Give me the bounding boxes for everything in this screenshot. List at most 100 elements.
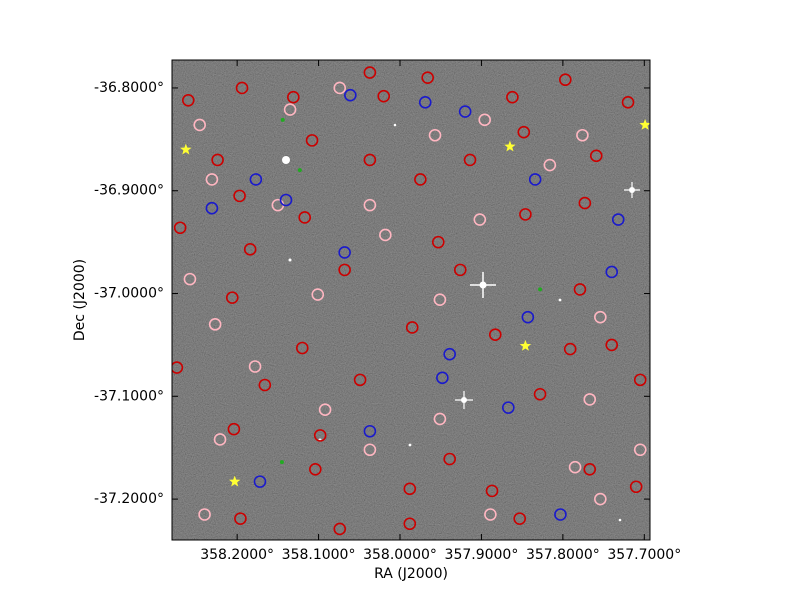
star-marker <box>519 339 532 351</box>
y-tick-label: -37.2000° <box>94 491 164 507</box>
y-tick-label: -37.0000° <box>94 286 164 302</box>
source-marker <box>198 508 211 521</box>
source-marker <box>484 508 497 521</box>
source-marker <box>363 198 377 212</box>
source-marker <box>235 81 249 95</box>
source-marker <box>363 66 377 79</box>
source-marker <box>576 128 589 142</box>
bright-stars <box>282 123 640 522</box>
x-tick-label: 358.0000° <box>363 547 437 563</box>
plot-frame <box>171 59 651 541</box>
source-marker <box>443 347 456 361</box>
source-marker <box>443 452 456 466</box>
source-marker <box>563 342 577 356</box>
source-marker <box>208 318 222 331</box>
y-tick-label: -36.9000° <box>94 183 164 199</box>
source-marker <box>403 482 417 496</box>
source-marker <box>583 462 597 476</box>
source-marker <box>611 213 625 226</box>
source-marker <box>533 387 547 401</box>
source-marker <box>333 81 347 95</box>
source-marker <box>485 484 499 498</box>
source-marker <box>213 433 227 446</box>
x-tick-label: 357.8000° <box>526 547 600 563</box>
x-axis-label: RA (J2000) <box>374 566 448 582</box>
source-marker <box>538 287 543 292</box>
source-marker <box>458 105 472 118</box>
source-marker <box>225 291 239 304</box>
source-marker <box>502 401 515 414</box>
source-marker <box>377 89 391 103</box>
source-marker <box>421 71 434 84</box>
source-marker <box>473 213 487 226</box>
star-marker <box>504 140 516 152</box>
source-marker <box>554 508 567 521</box>
source-marker <box>594 310 607 324</box>
sky-image <box>172 60 650 540</box>
source-marker <box>363 153 377 167</box>
source-marker <box>295 341 309 355</box>
source-marker <box>573 283 587 296</box>
source-marker <box>205 173 219 186</box>
source-marker <box>528 173 542 186</box>
source-marker <box>453 263 467 277</box>
source-marker <box>253 475 267 488</box>
source-marker <box>621 96 635 109</box>
x-tick-label: 358.1000° <box>282 547 356 563</box>
y-axis-label: Dec (J2000) <box>72 259 88 341</box>
source-marker <box>436 371 449 385</box>
source-marker <box>205 201 219 215</box>
source-marker <box>363 424 377 438</box>
source-marker <box>633 373 647 387</box>
star-marker <box>180 143 192 155</box>
source-marker <box>305 134 319 147</box>
source-marker <box>344 88 357 102</box>
source-marker <box>605 338 619 352</box>
source-marker <box>183 272 197 286</box>
source-marker <box>333 522 347 536</box>
source-marker <box>297 168 302 173</box>
source-marker <box>234 512 247 525</box>
source-marker <box>428 128 442 142</box>
source-marker <box>280 117 285 122</box>
source-marker <box>181 93 195 107</box>
source-marker <box>233 189 246 203</box>
source-marker <box>568 460 582 474</box>
source-marker <box>605 265 619 279</box>
source-marker <box>279 460 284 465</box>
source-marker <box>433 293 447 306</box>
source-marker <box>433 412 447 426</box>
source-marker <box>298 211 312 224</box>
source-marker <box>243 243 257 256</box>
source-marker <box>311 288 325 301</box>
source-marker <box>414 173 427 186</box>
source-marker <box>173 221 187 235</box>
source-marker <box>513 512 527 525</box>
source-marker <box>193 118 206 132</box>
source-marker <box>488 328 502 341</box>
source-marker <box>338 263 351 277</box>
source-marker <box>338 246 351 259</box>
source-marker <box>309 462 322 476</box>
source-marker <box>353 373 367 387</box>
source-marker <box>506 90 519 104</box>
source-marker <box>279 193 293 207</box>
source-marker <box>318 403 332 416</box>
source-marker <box>543 158 557 172</box>
source-marker <box>478 113 491 127</box>
source-marker <box>211 153 224 167</box>
star-marker <box>229 475 241 487</box>
source-marker <box>519 208 532 221</box>
source-marker <box>431 235 445 249</box>
y-tick-label: -36.8000° <box>94 80 164 96</box>
source-marker <box>403 517 417 531</box>
source-marker <box>583 393 597 406</box>
source-marker <box>313 429 327 442</box>
x-tick-label: 357.9000° <box>445 547 519 563</box>
source-marker <box>248 360 262 373</box>
source-marker <box>517 125 531 139</box>
source-marker <box>589 149 603 163</box>
source-marker <box>629 480 643 494</box>
source-marker <box>463 153 477 167</box>
